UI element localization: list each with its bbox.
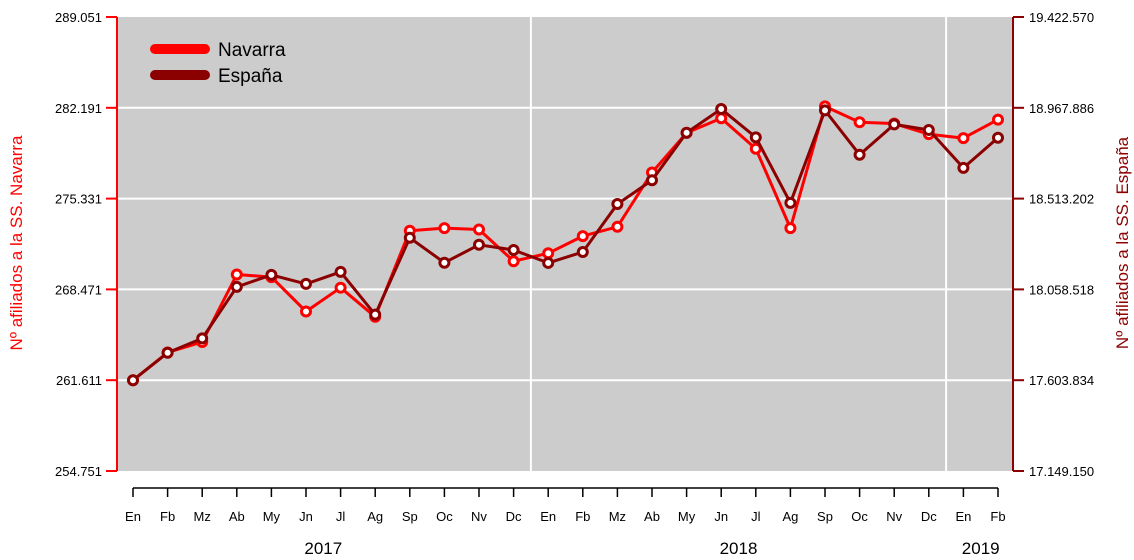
data-point-espana bbox=[784, 196, 797, 209]
data-point-espana bbox=[507, 243, 520, 256]
left-axis-title: Nº afiliados a la SS. Navarra bbox=[7, 135, 26, 351]
year-label: 2018 bbox=[720, 539, 758, 558]
data-point-espana bbox=[749, 131, 762, 144]
x-tick-label: Nv bbox=[886, 509, 902, 524]
x-tick-label: Ag bbox=[782, 509, 798, 524]
x-tick-label: Oc bbox=[436, 509, 453, 524]
x-tick-label: Mz bbox=[194, 509, 211, 524]
x-tick-label: Jn bbox=[299, 509, 313, 524]
x-tick-label: Fb bbox=[160, 509, 175, 524]
year-label: 2019 bbox=[962, 539, 1000, 558]
data-point-espana bbox=[576, 245, 589, 258]
x-tick-label: Sp bbox=[817, 509, 833, 524]
right-tick-label: 17.603.834 bbox=[1029, 373, 1094, 388]
data-point-espana bbox=[473, 238, 485, 251]
x-tick-label: Nv bbox=[471, 509, 487, 524]
x-tick-label: En bbox=[540, 509, 556, 524]
data-point-espana bbox=[957, 161, 970, 174]
data-point-navarra bbox=[438, 222, 451, 235]
left-tick-label: 282.191 bbox=[55, 101, 102, 116]
x-tick-label: Dc bbox=[506, 509, 522, 524]
left-tick-label: 275.331 bbox=[55, 192, 102, 207]
left-tick-label: 261.611 bbox=[56, 373, 102, 388]
data-point-espana bbox=[230, 280, 243, 293]
x-tick-label: En bbox=[955, 509, 971, 524]
x-tick-label: Fb bbox=[575, 509, 590, 524]
legend: Navarra España bbox=[150, 40, 286, 87]
left-tick-label: 268.471 bbox=[55, 282, 102, 297]
data-point-navarra bbox=[507, 255, 520, 268]
right-tick-label: 19.422.570 bbox=[1029, 10, 1094, 25]
year-label: 2017 bbox=[304, 539, 342, 558]
data-point-navarra bbox=[334, 281, 347, 294]
x-tick-label: My bbox=[678, 509, 696, 524]
x-axis: En Fb Mz Ab My Jn Jl Ag Sp Oc Nv Dc En Fb Mz Ab My Jn Jl Ag… bbox=[125, 487, 1006, 558]
grid-lines bbox=[117, 17, 1013, 471]
right-tick-label: 18.513.202 bbox=[1029, 192, 1094, 207]
data-point-espana bbox=[888, 118, 901, 131]
x-tick-label: Jl bbox=[751, 509, 761, 524]
x-tick-label: Ag bbox=[367, 509, 383, 524]
right-axis: 17.149.150 17.603.834 18.058.518 18.513.202… bbox=[1012, 10, 1094, 479]
data-point-navarra bbox=[715, 112, 728, 125]
data-point-espana bbox=[265, 268, 278, 281]
data-point-espana bbox=[611, 198, 624, 211]
series-line-navarra bbox=[132, 104, 999, 382]
data-point-espana bbox=[715, 102, 728, 115]
legend-label-navarra: Navarra bbox=[218, 40, 286, 61]
left-tick-label: 254.751 bbox=[55, 464, 102, 479]
x-tick-label: Fb bbox=[990, 509, 1005, 524]
right-axis-title: Nº afiliados a la SS. España bbox=[1113, 136, 1132, 349]
data-point-espana bbox=[922, 123, 935, 136]
data-point-espana bbox=[369, 308, 382, 321]
x-tick-label: Oc bbox=[851, 509, 868, 524]
left-axis: 254.751 261.611 268.471 275.331 282.191 289.0… bbox=[55, 10, 118, 479]
data-point-espana bbox=[196, 332, 209, 345]
data-point-navarra bbox=[230, 268, 243, 281]
right-tick-label: 18.058.518 bbox=[1029, 282, 1094, 297]
data-point-navarra bbox=[576, 230, 589, 243]
x-tick-label: Sp bbox=[402, 509, 418, 524]
x-tick-label: Jl bbox=[336, 509, 346, 524]
x-tick-label: Ab bbox=[644, 509, 660, 524]
data-point-espana bbox=[542, 256, 555, 269]
data-point-navarra bbox=[611, 220, 624, 233]
data-point-espana bbox=[992, 131, 1004, 144]
x-tick-label: En bbox=[125, 509, 141, 524]
right-tick-label: 17.149.150 bbox=[1029, 464, 1094, 479]
left-tick-label: 289.051 bbox=[55, 10, 102, 25]
data-point-espana bbox=[853, 148, 866, 161]
x-tick-label: Mz bbox=[609, 509, 626, 524]
x-tick-label: Dc bbox=[921, 509, 937, 524]
data-point-espana bbox=[334, 265, 347, 278]
data-point-espana bbox=[403, 231, 416, 244]
right-tick-label: 18.967.886 bbox=[1029, 101, 1094, 116]
data-point-espana bbox=[127, 374, 139, 387]
data-point-navarra bbox=[957, 132, 970, 145]
legend-label-espana: España bbox=[218, 66, 283, 87]
data-point-navarra bbox=[473, 223, 485, 236]
data-point-espana bbox=[680, 126, 693, 139]
data-point-navarra bbox=[300, 305, 312, 318]
x-tick-label: Jn bbox=[714, 509, 728, 524]
data-point-navarra bbox=[992, 113, 1004, 126]
data-point-navarra bbox=[784, 222, 797, 235]
data-point-navarra bbox=[853, 116, 866, 129]
data-point-navarra bbox=[542, 247, 555, 260]
series-layer bbox=[127, 100, 1004, 387]
data-point-espana bbox=[438, 256, 451, 269]
data-point-espana bbox=[300, 277, 312, 290]
data-point-espana bbox=[161, 346, 174, 359]
x-tick-label: My bbox=[263, 509, 281, 524]
data-point-espana bbox=[819, 104, 831, 117]
data-point-espana bbox=[646, 174, 658, 187]
x-tick-label: Ab bbox=[229, 509, 245, 524]
